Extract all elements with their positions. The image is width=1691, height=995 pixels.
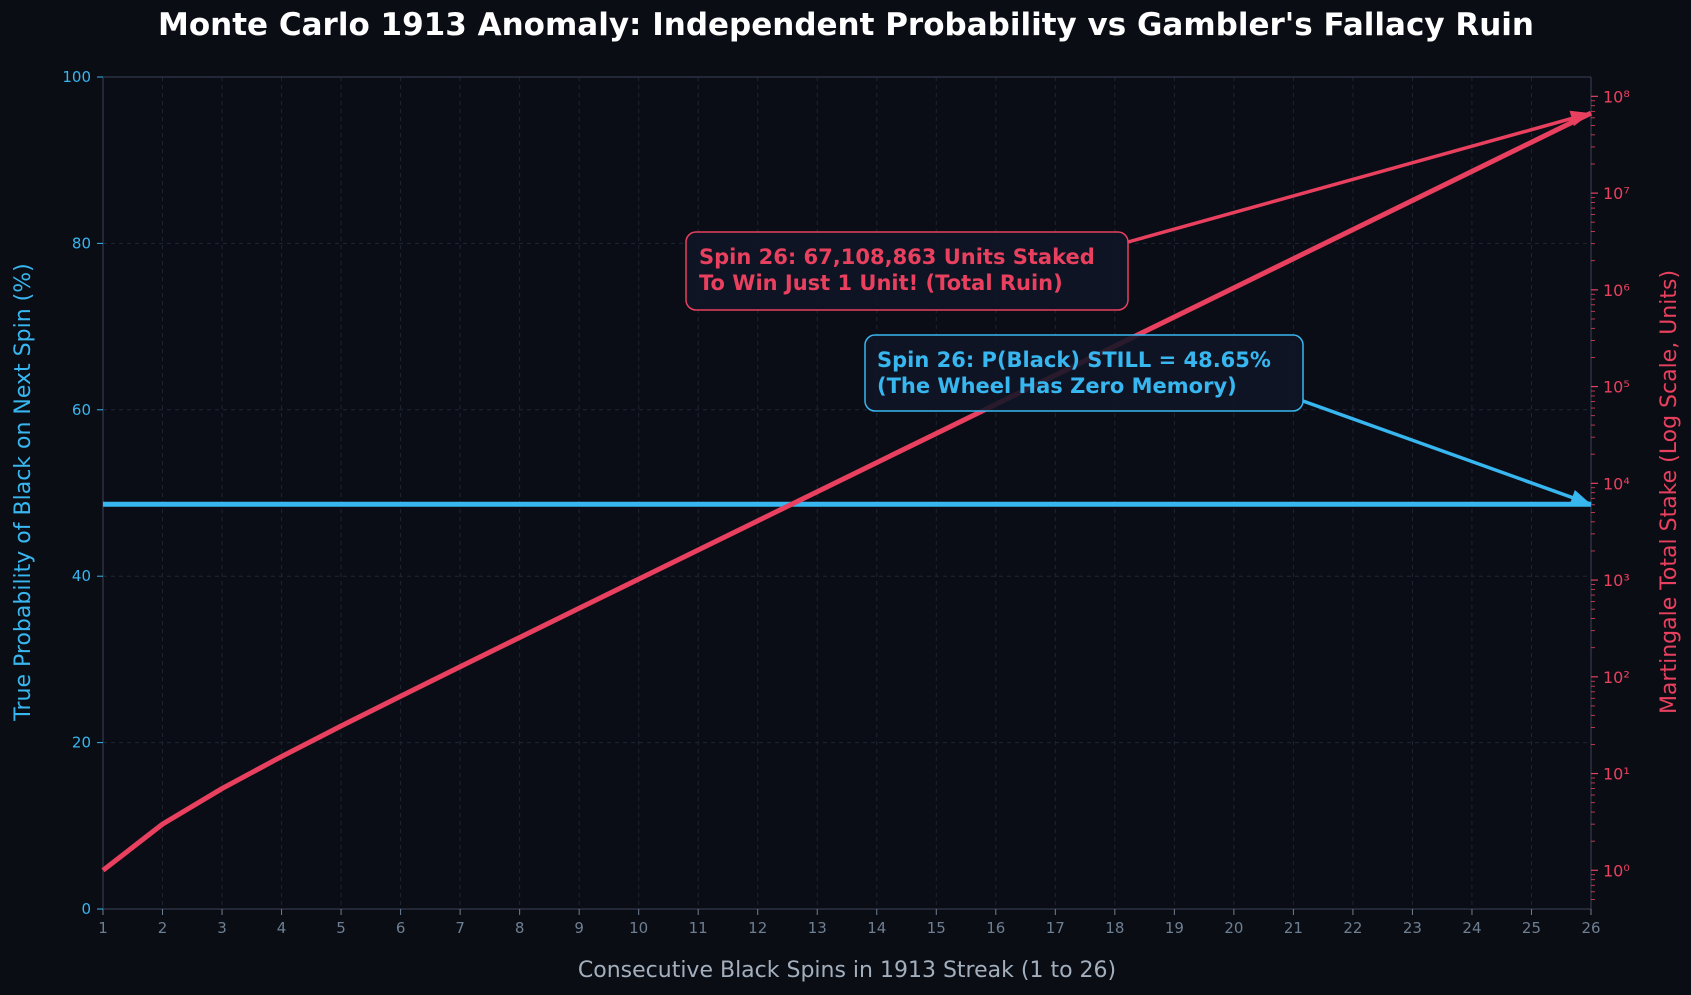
y-left-tick-label: 60 — [72, 401, 91, 419]
annotation-arrow-line — [1302, 399, 1592, 506]
y-left-tick-label: 100 — [62, 68, 91, 86]
y-left-tick-label: 40 — [72, 567, 91, 585]
y-axis-right-label: Martingale Total Stake (Log Scale, Units… — [1657, 270, 1682, 714]
y-right-tick-label: 10⁵ — [1603, 378, 1630, 397]
x-tick-label: 25 — [1522, 919, 1541, 937]
x-tick-label: 12 — [748, 919, 767, 937]
annotation-text-line-1: Spin 26: P(Black) STILL = 48.65% — [877, 348, 1271, 372]
plot-area — [103, 77, 1591, 909]
x-tick-label: 5 — [336, 919, 346, 937]
y-left-tick-label: 80 — [72, 234, 91, 252]
y-axis-left-label: True Probability of Black on Next Spin (… — [11, 263, 36, 721]
x-tick-label: 23 — [1403, 919, 1422, 937]
axis-ticks: 1 2 3 4 5 6 7 8 9 10 11 12 13 14 15 16 17 18 19 20 21 22 23 24 2… — [62, 68, 1629, 937]
y-left-tick-label: 0 — [81, 900, 91, 918]
y-right-tick-label: 10⁴ — [1603, 474, 1630, 493]
annotation-box — [685, 231, 1129, 311]
x-tick-label: 1 — [98, 919, 108, 937]
x-tick-label: 4 — [277, 919, 287, 937]
y-left-tick-label: 20 — [72, 734, 91, 752]
y-right-tick-label: 10¹ — [1603, 765, 1630, 784]
x-tick-label: 14 — [867, 919, 886, 937]
x-tick-label: 21 — [1284, 919, 1303, 937]
series-lines — [101, 110, 1593, 873]
annotation-arrow-head — [1569, 110, 1591, 127]
y-right-tick-label: 10⁷ — [1603, 184, 1630, 203]
x-tick-label: 13 — [808, 919, 827, 937]
y-right-tick-label: 10⁶ — [1603, 281, 1630, 300]
y-right-tick-label: 10² — [1603, 668, 1630, 687]
x-axis-label: Consecutive Black Spins in 1913 Streak (… — [578, 958, 1116, 983]
annotation-arrow-line — [1127, 111, 1592, 244]
x-tick-label: 9 — [574, 919, 584, 937]
x-tick-label: 22 — [1343, 919, 1362, 937]
y-right-tick-label: 10⁰ — [1603, 861, 1630, 880]
x-tick-label: 17 — [1046, 919, 1065, 937]
x-tick-label: 11 — [689, 919, 708, 937]
x-tick-label: 15 — [927, 919, 946, 937]
x-tick-label: 8 — [515, 919, 525, 937]
y-right-tick-label: 10³ — [1603, 571, 1630, 590]
y-right-tick-label: 10⁸ — [1603, 87, 1630, 106]
x-tick-label: 20 — [1224, 919, 1243, 937]
annotation-text-line-2: To Win Just 1 Unit! (Total Ruin) — [699, 271, 1063, 295]
axis-spines — [102, 76, 1592, 910]
x-tick-label: 16 — [986, 919, 1005, 937]
x-tick-label: 6 — [396, 919, 406, 937]
x-tick-label: 19 — [1165, 919, 1184, 937]
annotation-arrow-head — [1569, 489, 1591, 506]
x-tick-label: 7 — [455, 919, 465, 937]
x-tick-label: 3 — [217, 919, 227, 937]
x-tick-label: 24 — [1462, 919, 1481, 937]
x-tick-label: 2 — [158, 919, 168, 937]
x-tick-label: 18 — [1105, 919, 1124, 937]
annotation-box — [864, 334, 1304, 412]
annotation-text-line-1: Spin 26: 67,108,863 Units Staked — [699, 245, 1095, 269]
grid-lines — [102, 76, 1592, 910]
annotation-text-line-2: (The Wheel Has Zero Memory) — [877, 374, 1237, 398]
chart-title: Monte Carlo 1913 Anomaly: Independent Pr… — [158, 7, 1534, 43]
series-line-2 — [101, 110, 1593, 873]
x-tick-label: 10 — [629, 919, 648, 937]
x-tick-label: 26 — [1581, 919, 1600, 937]
